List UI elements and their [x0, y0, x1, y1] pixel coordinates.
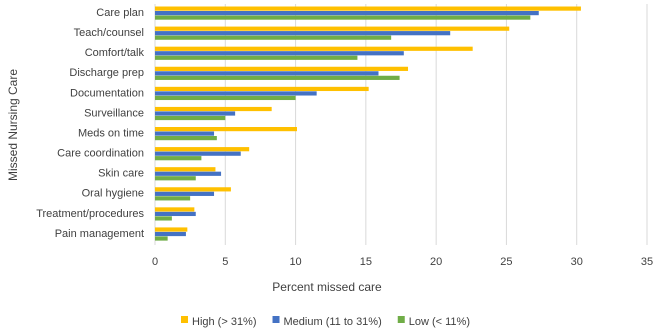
bar: [155, 187, 231, 192]
bar: [155, 227, 188, 232]
x-tick-label: 25: [500, 256, 512, 268]
bar: [155, 236, 168, 241]
bar: [155, 136, 217, 141]
legend-swatch: [181, 316, 188, 323]
category-label: Meds on time: [78, 127, 144, 139]
bar: [155, 131, 215, 136]
bar: [155, 111, 236, 116]
bar: [155, 207, 195, 212]
x-tick-label: 20: [430, 256, 442, 268]
bar: [155, 176, 196, 181]
y-axis-title: Missed Nursing Care: [6, 69, 20, 181]
category-label: Care plan: [96, 7, 144, 19]
category-labels: Care plan Teach/counsel Comfort/talk Discha…: [36, 7, 144, 240]
category-label: Pain management: [55, 228, 144, 240]
bar: [155, 91, 317, 96]
legend-label: High (> 31%): [192, 316, 257, 328]
category-label: Teach/counsel: [74, 27, 144, 39]
bar: [155, 35, 392, 40]
bar: [155, 51, 404, 56]
legend-swatch: [397, 316, 405, 323]
bar: [155, 31, 451, 36]
bar: [155, 75, 400, 80]
x-tick-label: 10: [289, 256, 301, 268]
bar: [155, 46, 473, 51]
bar: [155, 106, 272, 112]
category-label: Comfort/talk: [85, 47, 145, 59]
bar: [155, 11, 539, 16]
x-tick-label: 35: [641, 256, 653, 268]
bar: [155, 55, 358, 60]
bar: [155, 95, 296, 101]
category-label: Oral hygiene: [82, 188, 144, 200]
category-label: Discharge prep: [69, 67, 144, 79]
bar: [155, 115, 226, 121]
tick-labels: 0 5 10 15 20 25 30 35: [152, 256, 653, 268]
bar: [155, 211, 196, 217]
category-label: Documentation: [70, 87, 144, 99]
bar: [155, 71, 379, 76]
bar: [155, 147, 250, 152]
bar: [155, 191, 215, 196]
bar: [155, 167, 216, 172]
legend-swatch: [272, 316, 280, 323]
bar: [155, 231, 186, 237]
bars: [155, 6, 581, 241]
bar: [155, 127, 297, 132]
bar: [155, 171, 222, 176]
x-tick-label: 5: [222, 256, 228, 268]
bar: [155, 151, 241, 156]
category-label: Care coordination: [57, 148, 144, 160]
bar: [155, 216, 172, 221]
bar: [155, 66, 409, 71]
bar: [155, 26, 510, 31]
bar: [155, 6, 581, 11]
legend: High (> 31%) Medium (11 to 31%) Low (< 11%…: [181, 316, 470, 328]
legend-label: Low (< 11%): [409, 316, 470, 328]
legend-label: Medium (11 to 31%): [284, 316, 382, 328]
bar: [155, 196, 191, 201]
category-label: Treatment/procedures: [36, 208, 144, 220]
gridlines: [154, 4, 648, 245]
x-tick-label: 0: [152, 256, 158, 268]
x-axis-title: Percent missed care: [272, 280, 382, 294]
bar: [155, 86, 369, 92]
bar: [155, 15, 531, 20]
x-tick-label: 15: [360, 256, 372, 268]
x-tick-label: 30: [571, 256, 583, 268]
bar: [155, 156, 202, 161]
category-label: Surveillance: [84, 107, 144, 119]
category-label: Skin care: [98, 168, 144, 180]
